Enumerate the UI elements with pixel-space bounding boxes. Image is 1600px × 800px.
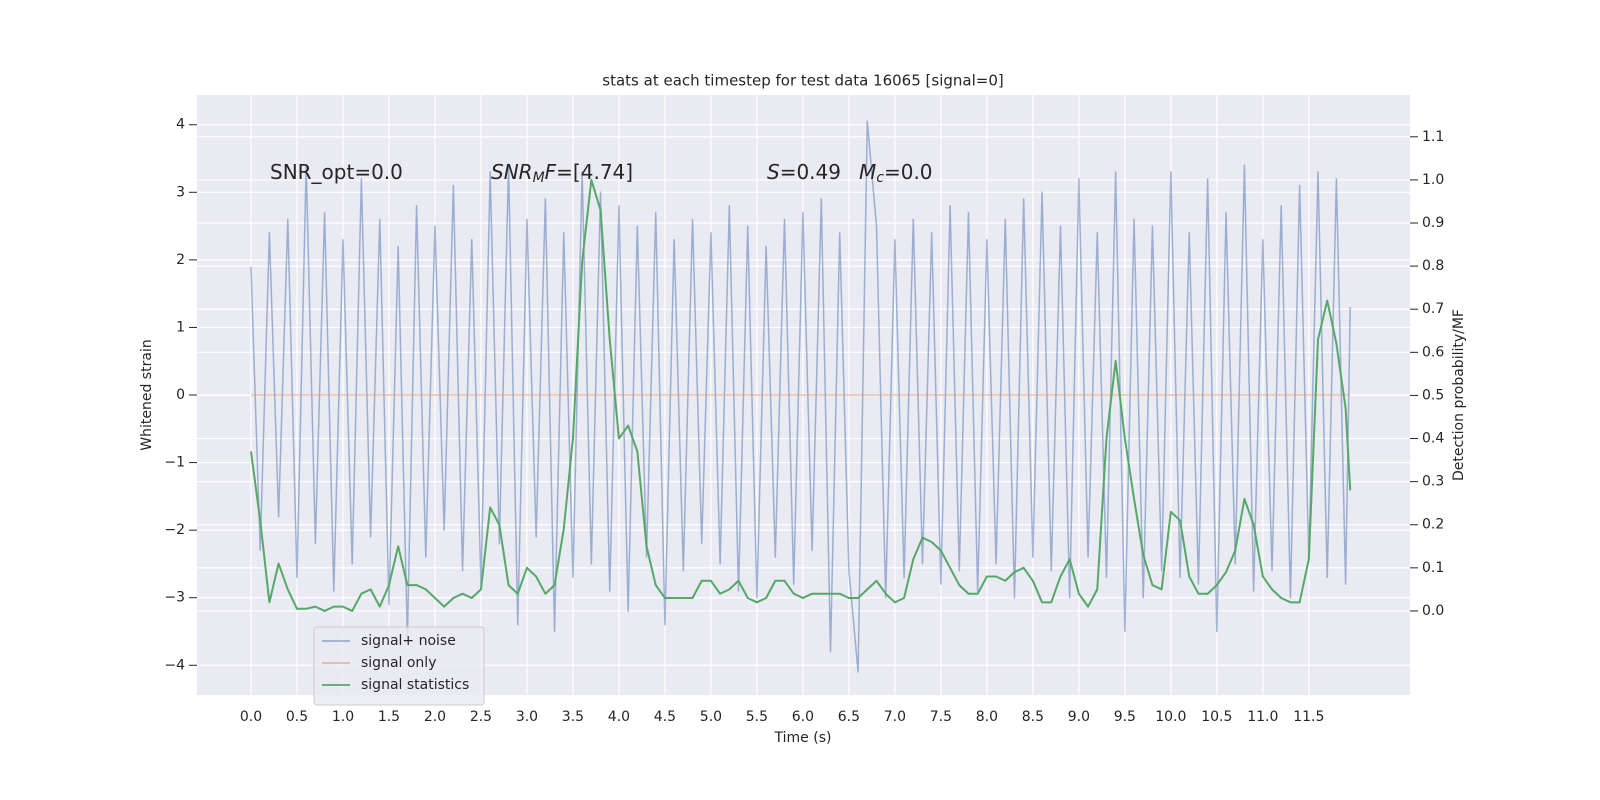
x-tick-label: 0.5 [286, 709, 308, 725]
legend-label: signal+ noise [361, 633, 456, 649]
y2-tick-label: 0.4 [1422, 431, 1444, 447]
annotation-part: S [767, 160, 780, 184]
x-tick-label: 9.5 [1114, 709, 1136, 725]
y2-axis-label: Detection probability/MF [1451, 309, 1467, 481]
x-tick-label: 8.5 [1022, 709, 1044, 725]
annotation-part: =0.0 [884, 160, 933, 184]
x-tick-label: 6.5 [838, 709, 860, 725]
y-tick-label: 2 [176, 252, 185, 268]
series-line [249, 178, 1352, 612]
x-tick-label: 9.0 [1068, 709, 1090, 725]
y-tick-label: 3 [176, 184, 185, 200]
x-tick-label: 3.0 [516, 709, 538, 725]
x-tick-label: 10.5 [1201, 709, 1232, 725]
y2-tick-label: 1.0 [1422, 172, 1444, 188]
y2-tick-label: 0.2 [1422, 517, 1444, 533]
x-tick-label: 1.0 [332, 709, 354, 725]
x-axis-label: Time (s) [774, 730, 832, 746]
chart-title: stats at each timestep for test data 160… [602, 72, 1003, 90]
legend: signal+ noise signal only signal statistic… [313, 626, 485, 706]
y2-tick-label: 1.1 [1422, 129, 1444, 145]
x-tick-label: 10.0 [1155, 709, 1186, 725]
y-tick-label: 0 [176, 387, 185, 403]
annotation-part: SNR [491, 160, 533, 184]
x-tick-label: 3.5 [562, 709, 584, 725]
y-tick-label: 4 [176, 117, 185, 133]
y-tick-label: −1 [164, 455, 185, 471]
x-tick-label: 1.5 [378, 709, 400, 725]
x-tick-label: 4.0 [608, 709, 630, 725]
annotation-part: M [533, 170, 545, 186]
x-tick-label: 8.0 [976, 709, 998, 725]
x-tick-label: 11.0 [1247, 709, 1278, 725]
y-tick-label: −4 [164, 657, 185, 673]
y2-tick-label: 0.0 [1422, 603, 1444, 619]
annotation-part: SNR_opt=0.0 [270, 160, 403, 184]
annotation: Mc=0.0 [859, 160, 933, 187]
annotation-part: =0.49 [780, 160, 841, 184]
y2-tick-label: 0.3 [1422, 474, 1444, 490]
y2-tick-label: 0.9 [1422, 215, 1444, 231]
y-tick-label: 1 [176, 319, 185, 335]
x-tick-label: 5.0 [700, 709, 722, 725]
x-tick-label: 5.5 [746, 709, 768, 725]
x-tick-label: 11.5 [1293, 709, 1324, 725]
annotation-part: M [859, 160, 876, 184]
legend-box [313, 626, 485, 706]
annotation-part: F [545, 160, 557, 184]
annotation: S=0.49 [767, 160, 841, 184]
y-tick-label: −2 [164, 522, 185, 538]
annotation: SNRMF=[4.74] [491, 160, 633, 187]
annotation: SNR_opt=0.0 [270, 160, 403, 184]
x-tick-label: 7.5 [930, 709, 952, 725]
legend-label: signal statistics [361, 677, 469, 693]
data-layer [249, 120, 1352, 673]
y2-tick-label: 0.1 [1422, 560, 1444, 576]
y-tick-label: −3 [164, 590, 185, 606]
x-tick-label: 4.5 [654, 709, 676, 725]
series-line [250, 120, 1351, 673]
y2-tick-label: 0.6 [1422, 344, 1444, 360]
annotation-part: c [876, 170, 884, 186]
y2-tick-label: 0.7 [1422, 301, 1444, 317]
x-tick-label: 2.0 [424, 709, 446, 725]
annotation-part: =[4.74] [556, 160, 633, 184]
y2-tick-label: 0.8 [1422, 258, 1444, 274]
x-tick-label: 6.0 [792, 709, 814, 725]
overlay: 0.0 0.5 1.0 1.5 2.0 2.5 3.0 3.5 4.0 4.5 5.0 5.5 6.0 6… [164, 117, 1444, 725]
x-tick-label: 0.0 [240, 709, 262, 725]
legend-label: signal only [361, 655, 436, 671]
y2-tick-label: 0.5 [1422, 387, 1444, 403]
y-axis-label: Whitened strain [139, 339, 155, 450]
x-tick-label: 2.5 [470, 709, 492, 725]
x-tick-label: 7.0 [884, 709, 906, 725]
